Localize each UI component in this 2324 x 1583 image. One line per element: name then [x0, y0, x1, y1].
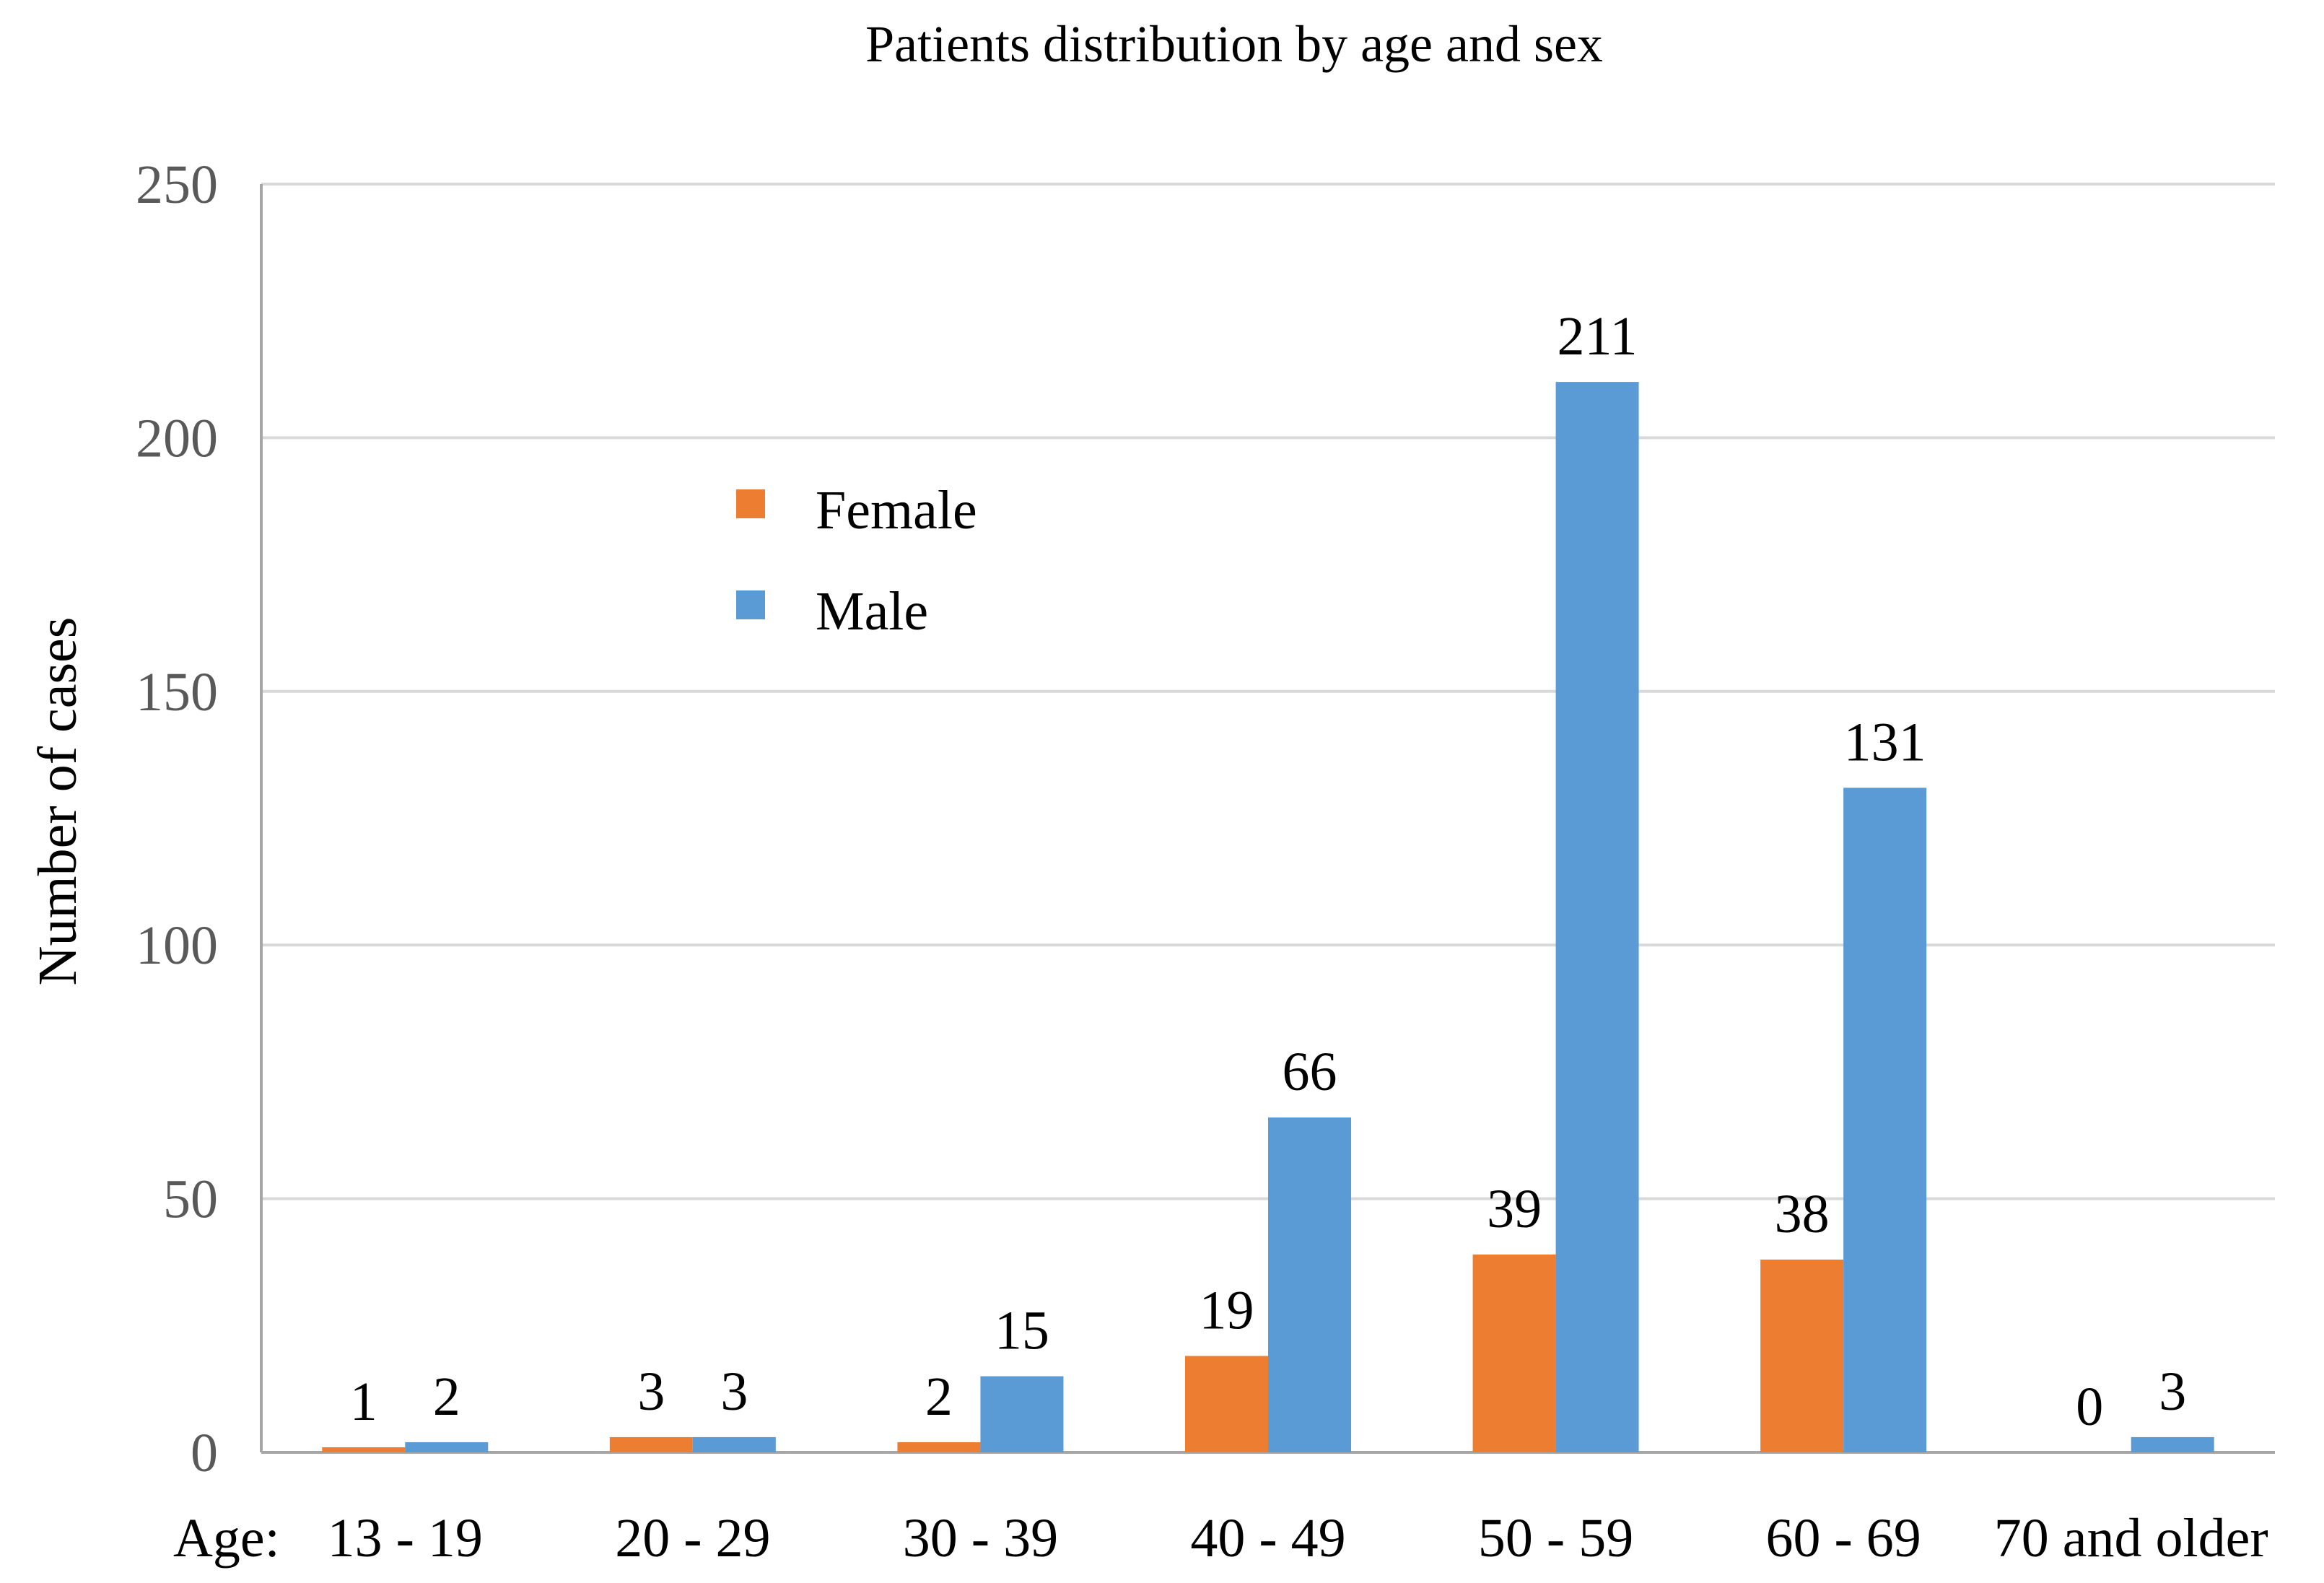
x-tick-label: 50 - 59 [1478, 1508, 1633, 1569]
data-label-female: 39 [1487, 1179, 1542, 1239]
bar-male [1268, 1117, 1351, 1452]
bar-male [692, 1436, 776, 1452]
data-label-male: 2 [433, 1366, 460, 1427]
x-axis-ticks: 13 - 19 20 - 29 30 - 39 40 - 49 50 - 59 60 - … [328, 1508, 2268, 1569]
data-label-female: 1 [350, 1372, 377, 1432]
data-label-male: 3 [720, 1361, 748, 1422]
chart-title: Patients distribution by age and sex [865, 15, 1603, 73]
bar-male [980, 1376, 1064, 1452]
data-label-male: 3 [2159, 1361, 2186, 1422]
y-tick-label: 50 [163, 1169, 218, 1230]
legend-swatch-male [736, 590, 765, 619]
x-tick-label: 60 - 69 [1765, 1508, 1921, 1569]
y-tick-label: 0 [191, 1423, 218, 1483]
gridlines [260, 183, 2275, 1454]
data-label-female: 38 [1775, 1184, 1830, 1244]
y-tick-label: 100 [136, 915, 218, 976]
bar-female [897, 1442, 981, 1452]
data-label-male: 66 [1283, 1042, 1337, 1102]
bars [322, 382, 2214, 1452]
data-label-female: 2 [925, 1366, 953, 1427]
legend: Female Male [736, 480, 977, 642]
x-tick-label: 70 and older [1994, 1508, 2268, 1569]
x-tick-label: 20 - 29 [615, 1508, 770, 1569]
y-tick-label: 200 [136, 408, 218, 468]
y-tick-label: 250 [136, 154, 218, 215]
data-label-male: 15 [995, 1301, 1049, 1361]
x-axis-label: Age: [173, 1508, 280, 1569]
data-label-male: 211 [1557, 306, 1637, 367]
data-label-female: 0 [2076, 1377, 2103, 1437]
bar-male [405, 1442, 489, 1452]
bar-female [1185, 1356, 1268, 1452]
bar-male [1555, 382, 1639, 1452]
bar-male [2131, 1436, 2214, 1452]
data-label-female: 3 [637, 1361, 665, 1422]
bar-male [1843, 788, 1927, 1452]
y-axis-ticks: 0 50 100 150 200 250 [136, 154, 218, 1483]
x-tick-label: 40 - 49 [1190, 1508, 1345, 1569]
x-tick-label: 13 - 19 [328, 1508, 483, 1569]
y-tick-label: 150 [136, 662, 218, 723]
legend-label-male: Male [816, 581, 928, 642]
bar-female [322, 1447, 406, 1452]
data-label-female: 19 [1200, 1280, 1254, 1340]
x-tick-label: 30 - 39 [903, 1508, 1058, 1569]
legend-swatch-female [736, 489, 765, 518]
bar-female [1760, 1259, 1844, 1452]
bar-female [609, 1436, 693, 1452]
bar-female [1472, 1254, 1556, 1452]
data-label-male: 131 [1844, 712, 1926, 772]
legend-label-female: Female [816, 480, 977, 541]
y-axis-label: Number of cases [27, 617, 88, 986]
